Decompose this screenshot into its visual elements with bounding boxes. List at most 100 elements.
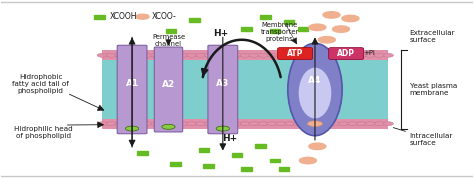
FancyBboxPatch shape bbox=[155, 47, 182, 132]
Circle shape bbox=[347, 53, 358, 57]
Text: A1: A1 bbox=[126, 79, 139, 88]
Circle shape bbox=[115, 53, 126, 57]
Circle shape bbox=[302, 53, 313, 57]
Circle shape bbox=[186, 53, 197, 57]
FancyBboxPatch shape bbox=[208, 45, 237, 134]
Circle shape bbox=[302, 122, 313, 126]
Circle shape bbox=[309, 24, 326, 31]
Bar bbox=[102, 60, 388, 119]
Bar bbox=[241, 168, 252, 171]
Circle shape bbox=[106, 53, 117, 57]
Bar bbox=[199, 148, 209, 152]
Circle shape bbox=[332, 26, 349, 32]
Circle shape bbox=[320, 122, 331, 126]
Bar bbox=[102, 119, 388, 129]
Bar bbox=[270, 159, 280, 163]
Circle shape bbox=[342, 15, 359, 22]
Circle shape bbox=[329, 122, 340, 126]
Bar bbox=[203, 164, 214, 168]
Circle shape bbox=[309, 143, 326, 149]
Circle shape bbox=[231, 53, 242, 57]
Circle shape bbox=[142, 53, 152, 57]
Circle shape bbox=[195, 122, 206, 126]
Bar bbox=[270, 29, 280, 33]
Bar bbox=[94, 15, 105, 19]
Circle shape bbox=[124, 53, 134, 57]
Text: A4: A4 bbox=[308, 76, 322, 85]
Circle shape bbox=[383, 53, 393, 57]
Circle shape bbox=[213, 122, 224, 126]
Circle shape bbox=[267, 53, 277, 57]
Text: Hidrophobic
fatty acid tail of
phospholipid: Hidrophobic fatty acid tail of phospholi… bbox=[12, 74, 69, 94]
Circle shape bbox=[106, 122, 117, 126]
Circle shape bbox=[338, 122, 349, 126]
Circle shape bbox=[162, 124, 175, 129]
Circle shape bbox=[258, 122, 268, 126]
Circle shape bbox=[294, 53, 304, 57]
Circle shape bbox=[97, 53, 108, 57]
Text: H+: H+ bbox=[222, 134, 237, 143]
Circle shape bbox=[213, 53, 224, 57]
Bar bbox=[284, 20, 294, 24]
Bar bbox=[170, 162, 181, 166]
Text: Intracellular
surface: Intracellular surface bbox=[410, 133, 453, 146]
Circle shape bbox=[151, 122, 161, 126]
Circle shape bbox=[383, 122, 393, 126]
Bar bbox=[241, 27, 252, 31]
Circle shape bbox=[311, 53, 322, 57]
Circle shape bbox=[231, 122, 242, 126]
Bar bbox=[102, 50, 388, 60]
Circle shape bbox=[186, 122, 197, 126]
Circle shape bbox=[285, 53, 295, 57]
Ellipse shape bbox=[288, 43, 342, 136]
Circle shape bbox=[347, 122, 358, 126]
Text: Permease
channel: Permease channel bbox=[152, 34, 185, 47]
Circle shape bbox=[294, 122, 304, 126]
Circle shape bbox=[267, 122, 277, 126]
Circle shape bbox=[222, 122, 233, 126]
FancyBboxPatch shape bbox=[117, 45, 147, 134]
Text: H+: H+ bbox=[213, 29, 228, 38]
Circle shape bbox=[133, 53, 143, 57]
Circle shape bbox=[285, 122, 295, 126]
Circle shape bbox=[126, 126, 139, 131]
Bar bbox=[232, 153, 242, 157]
Bar bbox=[279, 168, 290, 171]
Circle shape bbox=[151, 53, 161, 57]
Circle shape bbox=[318, 37, 335, 43]
Text: ATP: ATP bbox=[287, 49, 303, 58]
Circle shape bbox=[216, 126, 229, 131]
Circle shape bbox=[169, 122, 179, 126]
Circle shape bbox=[323, 12, 340, 18]
Circle shape bbox=[300, 157, 317, 164]
Circle shape bbox=[356, 122, 366, 126]
Circle shape bbox=[338, 53, 349, 57]
Circle shape bbox=[204, 122, 215, 126]
Bar bbox=[137, 151, 148, 155]
Circle shape bbox=[222, 53, 233, 57]
Circle shape bbox=[374, 122, 384, 126]
Text: A3: A3 bbox=[216, 79, 229, 88]
Circle shape bbox=[133, 122, 143, 126]
Circle shape bbox=[329, 53, 340, 57]
Circle shape bbox=[276, 122, 286, 126]
FancyBboxPatch shape bbox=[328, 48, 364, 59]
Bar bbox=[255, 144, 266, 148]
Circle shape bbox=[258, 53, 268, 57]
Circle shape bbox=[204, 53, 215, 57]
Circle shape bbox=[178, 53, 188, 57]
Circle shape bbox=[365, 53, 375, 57]
Circle shape bbox=[240, 122, 250, 126]
Circle shape bbox=[97, 122, 108, 126]
Circle shape bbox=[178, 122, 188, 126]
Circle shape bbox=[311, 122, 322, 126]
FancyBboxPatch shape bbox=[0, 3, 474, 176]
Bar bbox=[298, 27, 309, 31]
Circle shape bbox=[195, 53, 206, 57]
Text: +Pi: +Pi bbox=[364, 50, 375, 56]
Text: ADP: ADP bbox=[337, 49, 355, 58]
Text: Yeast plasma
membrane: Yeast plasma membrane bbox=[410, 83, 457, 96]
Circle shape bbox=[169, 53, 179, 57]
Circle shape bbox=[320, 53, 331, 57]
Circle shape bbox=[142, 122, 152, 126]
